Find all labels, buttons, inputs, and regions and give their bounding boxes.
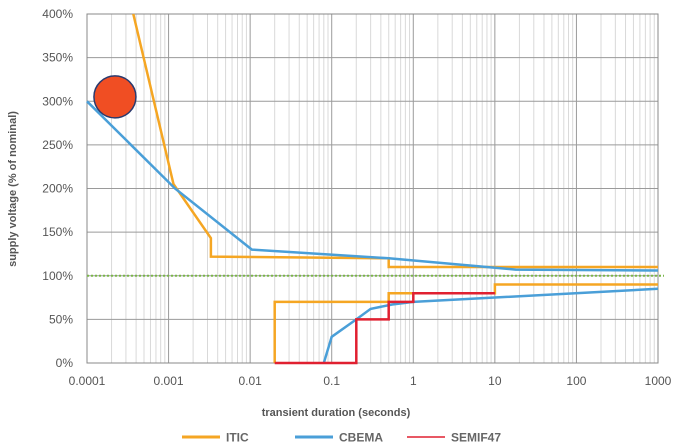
legend-label-semif47: SEMIF47 xyxy=(451,431,501,445)
x-tick-label: 0.0001 xyxy=(69,374,106,388)
series-line-cbema xyxy=(86,100,659,272)
series-line-semif47 xyxy=(274,291,495,365)
x-tick-label: 100 xyxy=(566,374,586,388)
x-tick-label: 0.1 xyxy=(323,374,340,388)
legend: ITIC CBEMA SEMIF47 xyxy=(182,431,501,445)
y-tick-label: 200% xyxy=(42,182,73,196)
voltage-event-marker xyxy=(93,75,137,119)
y-tick-label: 300% xyxy=(42,94,73,108)
y-tick-label: 150% xyxy=(42,225,73,239)
x-tick-label: 0.01 xyxy=(238,374,262,388)
major-gridlines xyxy=(86,13,659,364)
series-line-itic xyxy=(273,283,658,363)
x-tick-label: 1 xyxy=(410,374,417,388)
y-tick-label: 250% xyxy=(42,138,73,152)
y-tick-label: 350% xyxy=(42,51,73,65)
x-axis-tick-labels: 0.0001 0.001 0.01 0.1 1 10 100 1000 xyxy=(69,374,672,388)
legend-label-itic: ITIC xyxy=(226,431,249,445)
plot-frame xyxy=(86,13,659,364)
y-axis-tick-labels: 0% 50% 100% 150% 200% 250% 300% 350% 400% xyxy=(42,7,73,370)
y-tick-label: 50% xyxy=(49,312,73,326)
x-tick-label: 1000 xyxy=(645,374,672,388)
y-tick-label: 400% xyxy=(42,7,73,21)
series-line-itic xyxy=(132,13,658,269)
legend-label-cbema: CBEMA xyxy=(339,431,383,445)
series-lines xyxy=(86,13,659,365)
x-tick-label: 0.001 xyxy=(154,374,184,388)
y-tick-label: 100% xyxy=(42,269,73,283)
x-axis-title: transient duration (seconds) xyxy=(262,407,411,419)
x-tick-label: 10 xyxy=(488,374,502,388)
y-tick-label: 0% xyxy=(56,356,74,370)
y-axis-title: supply voltage (% of nominal) xyxy=(7,111,19,267)
